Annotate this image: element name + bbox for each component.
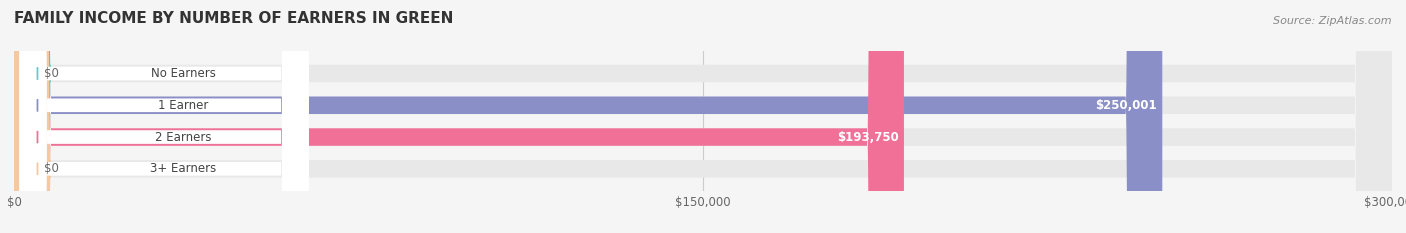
FancyBboxPatch shape [14, 0, 1392, 233]
Text: $0: $0 [45, 162, 59, 175]
Text: Source: ZipAtlas.com: Source: ZipAtlas.com [1274, 16, 1392, 26]
FancyBboxPatch shape [14, 0, 1163, 233]
FancyBboxPatch shape [0, 0, 51, 233]
FancyBboxPatch shape [14, 0, 1392, 233]
Text: $193,750: $193,750 [837, 130, 898, 144]
FancyBboxPatch shape [14, 0, 1392, 233]
FancyBboxPatch shape [14, 0, 904, 233]
FancyBboxPatch shape [20, 0, 309, 233]
Text: 1 Earner: 1 Earner [159, 99, 208, 112]
FancyBboxPatch shape [0, 0, 51, 233]
FancyBboxPatch shape [20, 0, 309, 233]
FancyBboxPatch shape [20, 0, 309, 233]
Text: FAMILY INCOME BY NUMBER OF EARNERS IN GREEN: FAMILY INCOME BY NUMBER OF EARNERS IN GR… [14, 11, 453, 26]
FancyBboxPatch shape [20, 0, 309, 233]
Text: 2 Earners: 2 Earners [155, 130, 212, 144]
Text: No Earners: No Earners [150, 67, 217, 80]
Text: $250,001: $250,001 [1095, 99, 1157, 112]
Text: $0: $0 [45, 67, 59, 80]
FancyBboxPatch shape [14, 0, 1392, 233]
Text: 3+ Earners: 3+ Earners [150, 162, 217, 175]
